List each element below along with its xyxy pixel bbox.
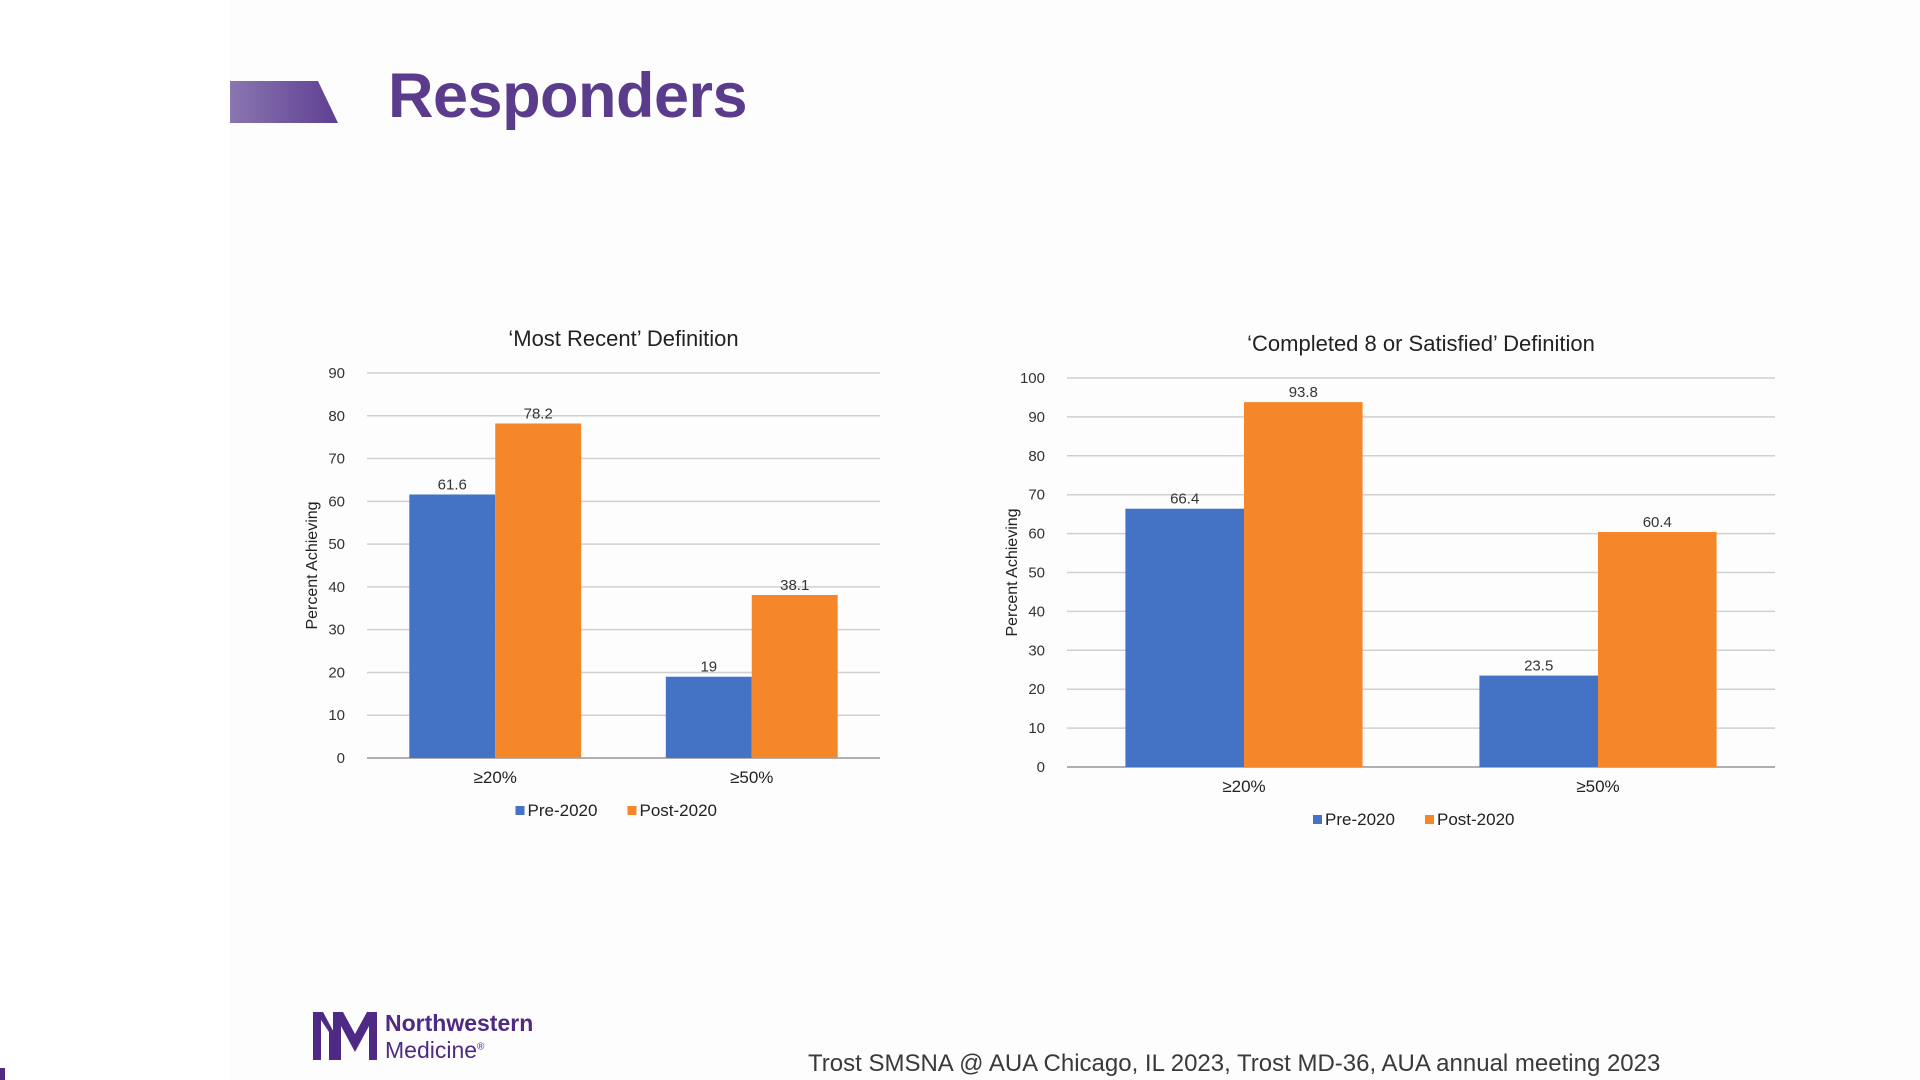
legend-label: Post-2020 — [640, 801, 718, 820]
y-tick-label: 70 — [1028, 487, 1045, 504]
y-tick-label: 90 — [1028, 409, 1045, 426]
chart-most-recent: ‘Most Recent’ Definition 0 10 20 30 40 50 60 70 8… — [280, 320, 930, 840]
x-category-label: ≥50% — [730, 768, 773, 787]
y-axis-label: Percent Achieving — [304, 501, 321, 629]
logo-text-northwestern: Northwestern — [385, 1010, 534, 1036]
legend-label: Post-2020 — [1437, 810, 1515, 829]
y-tick-label: 10 — [1028, 720, 1045, 737]
y-tick-label: 90 — [328, 365, 345, 382]
y-tick-label: 80 — [1028, 448, 1045, 465]
legend-label: Pre-2020 — [528, 801, 598, 820]
data-label: 38.1 — [780, 577, 809, 594]
chart-completed-8: ‘Completed 8 or Satisfied’ Definition 0 10… — [970, 325, 1800, 845]
x-category-label: ≥50% — [1576, 777, 1619, 796]
chart-title: ‘Completed 8 or Satisfied’ Definition — [1247, 331, 1595, 356]
legend-swatch — [1425, 815, 1434, 824]
y-tick-label: 60 — [1028, 526, 1045, 543]
chart-most-recent-svg: ‘Most Recent’ Definition 0 10 20 30 40 50 60 70 8… — [304, 326, 880, 820]
slide: Responders ‘Most Recent’ Definition 0 10 20… — [230, 0, 1920, 1080]
nm-logo-mark-icon — [313, 1012, 377, 1060]
y-tick-label: 60 — [328, 493, 345, 510]
bar-post-2020 — [1598, 532, 1717, 767]
citation: Trost SMSNA @ AUA Chicago, IL 2023, Tros… — [808, 1050, 1661, 1077]
left-margin — [0, 0, 230, 1080]
y-tick-label: 40 — [328, 579, 345, 596]
y-tick-label: 50 — [328, 536, 345, 553]
data-label: 23.5 — [1524, 658, 1553, 675]
y-tick-label: 10 — [328, 707, 345, 724]
data-label: 78.2 — [524, 405, 553, 422]
bar-pre-2020 — [409, 494, 496, 758]
y-tick-label: 50 — [1028, 565, 1045, 582]
y-tick-label: 40 — [1028, 603, 1045, 620]
data-label: 93.8 — [1289, 384, 1318, 401]
y-tick-label: 20 — [1028, 681, 1045, 698]
bar-post-2020 — [1244, 402, 1363, 767]
data-label: 19 — [700, 659, 717, 676]
x-category-label: ≥20% — [1222, 777, 1265, 796]
legend-swatch — [1313, 815, 1322, 824]
x-category-label: ≥20% — [474, 768, 517, 787]
y-tick-label: 20 — [328, 664, 345, 681]
logo-text-medicine: Medicine® — [385, 1037, 485, 1063]
y-tick-label: 80 — [328, 408, 345, 425]
data-label: 66.4 — [1170, 491, 1199, 508]
legend-swatch — [627, 806, 637, 815]
bar-pre-2020 — [665, 676, 752, 758]
chart-title: ‘Most Recent’ Definition — [508, 326, 738, 351]
data-label: 60.4 — [1643, 514, 1672, 531]
bar-post-2020 — [751, 595, 838, 758]
legend-swatch — [515, 806, 525, 815]
chart-completed-8-svg: ‘Completed 8 or Satisfied’ Definition 0 10… — [1004, 331, 1775, 829]
corner-mark — [0, 1068, 5, 1080]
legend-label: Pre-2020 — [1325, 810, 1395, 829]
bar-post-2020 — [495, 423, 582, 758]
bar-pre-2020 — [1479, 675, 1598, 767]
northwestern-medicine-logo: Northwestern Medicine® — [313, 1008, 633, 1068]
title-accent-bar — [230, 81, 338, 123]
data-label: 61.6 — [438, 476, 467, 493]
slide-title: Responders — [388, 61, 748, 131]
y-tick-label: 0 — [337, 750, 345, 767]
logo-registered-mark: ® — [477, 1041, 485, 1053]
y-tick-label: 30 — [328, 622, 345, 639]
bar-pre-2020 — [1125, 508, 1244, 767]
y-tick-label: 100 — [1020, 370, 1045, 387]
y-axis-label: Percent Achieving — [1004, 508, 1021, 636]
y-tick-label: 30 — [1028, 642, 1045, 659]
y-tick-label: 70 — [328, 451, 345, 468]
y-tick-label: 0 — [1037, 759, 1045, 776]
